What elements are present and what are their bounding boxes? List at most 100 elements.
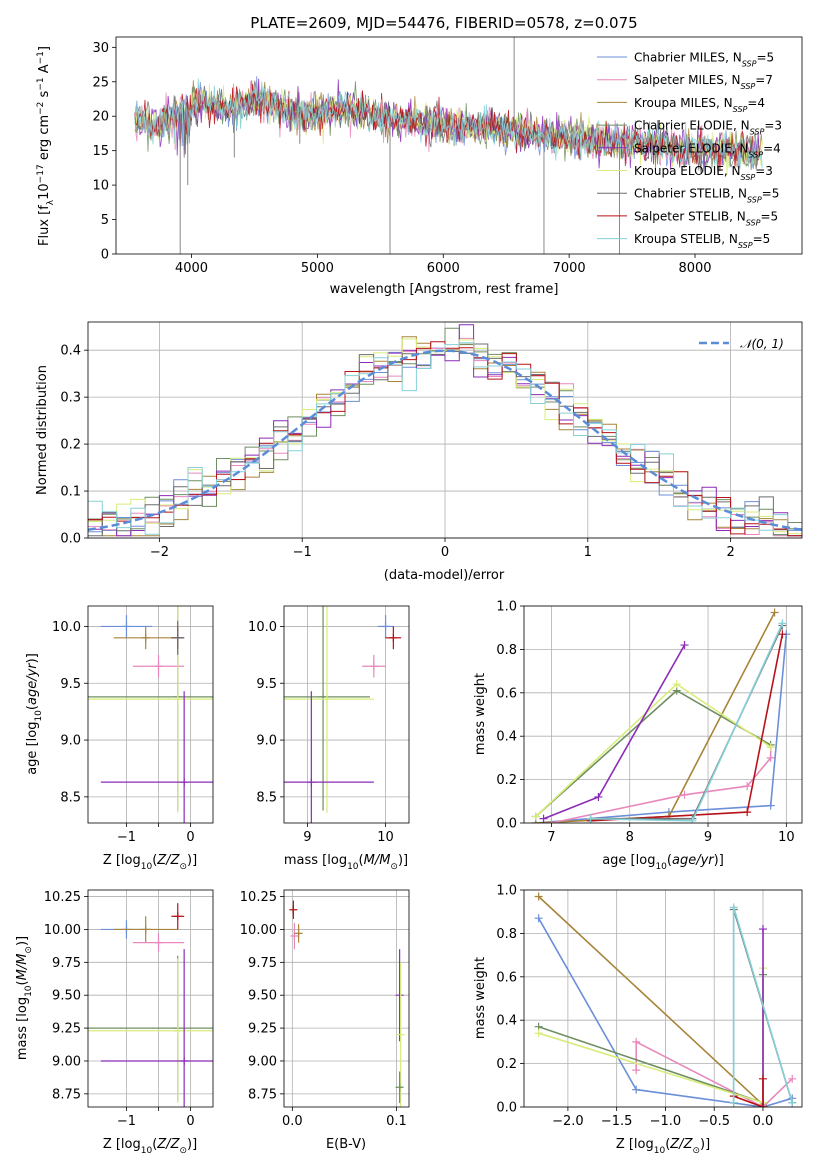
y-tick-label: 0.3 <box>60 391 81 406</box>
y-tick-label: 8.75 <box>52 1087 81 1102</box>
data-point <box>180 1056 189 1065</box>
y-tick-label: 9.0 <box>60 734 81 749</box>
plot-area <box>284 606 402 823</box>
weight-line <box>733 1078 764 1107</box>
x-axis-label: (data-model)/error <box>384 568 505 583</box>
plot-area <box>134 37 763 254</box>
x-tick-label: 10 <box>377 830 394 845</box>
plot-area <box>289 900 405 1107</box>
weight-line <box>590 634 784 822</box>
data-point <box>729 1098 738 1107</box>
x-tick-label: −1.5 <box>601 1114 633 1129</box>
x-axis-label: Z [log10(Z/Z⊙)] <box>103 1137 197 1156</box>
data-point <box>539 814 548 823</box>
y-tick-label: 0.2 <box>60 438 81 453</box>
grid <box>88 890 213 1107</box>
data-point <box>154 662 163 671</box>
y-tick-label: 9.0 <box>256 734 277 749</box>
x-axis-label: wavelength [Angstrom, rest frame] <box>330 282 559 297</box>
y-tick-label: 15 <box>92 144 109 159</box>
x-tick-label: 8000 <box>678 261 711 276</box>
age-Z-axes: −1 0 8.5 9.0 9.5 10.0 <box>52 605 214 845</box>
data-point <box>672 680 681 689</box>
x-tick-label: 0.0 <box>282 1114 303 1129</box>
y-tick-label: 9.75 <box>52 956 81 971</box>
data-point <box>758 1103 767 1107</box>
histogram-series <box>88 343 802 537</box>
grid <box>88 606 213 823</box>
x-tick-label: −2.0 <box>552 1114 584 1129</box>
x-tick-label: 9 <box>303 830 311 845</box>
x-tick-label: 10 <box>778 830 795 845</box>
axes-frame <box>115 36 803 255</box>
x-tick-label: 7000 <box>553 261 586 276</box>
data-point <box>766 801 775 810</box>
data-point <box>395 991 404 1000</box>
x-tick-label: 0 <box>186 830 194 845</box>
y-tick-label: 5 <box>101 213 109 228</box>
x-tick-label: 0.0 <box>753 1114 774 1129</box>
weight-line <box>538 895 764 1106</box>
data-point <box>534 1029 543 1038</box>
y-tick-label: 9.00 <box>52 1054 81 1069</box>
axes-frame <box>283 889 410 1108</box>
data-point <box>290 932 299 941</box>
axes-frame <box>283 605 410 824</box>
data-point <box>389 633 398 642</box>
spectrum-line <box>134 83 761 175</box>
data-point <box>632 1085 641 1094</box>
weight-line <box>538 974 764 1104</box>
y-tick-label: 10.00 <box>44 923 81 938</box>
axes-frame <box>523 889 803 1108</box>
data-point <box>534 892 543 901</box>
data-point <box>758 925 767 934</box>
x-tick-label: 0 <box>441 545 449 560</box>
y-tick-label: 0.2 <box>496 1057 517 1072</box>
data-point <box>173 633 182 642</box>
data-point <box>396 1030 405 1039</box>
y-tick-label: 1.0 <box>496 884 517 899</box>
x-tick-label: 2 <box>726 545 734 560</box>
x-tick-label: 4000 <box>175 261 208 276</box>
gaussian-curve <box>88 349 802 532</box>
data-point <box>594 792 603 801</box>
legend-label: Chabrier ELODIE, NSSP=3 <box>634 119 782 137</box>
plot-area <box>88 903 213 1107</box>
x-tick-label: 6000 <box>427 261 460 276</box>
legend-label: Chabrier MILES, NSSP=5 <box>634 51 774 69</box>
legend-label: Salpeter MILES, NSSP=7 <box>634 73 773 91</box>
y-tick-label: 0.6 <box>496 970 517 985</box>
x-tick-label: 0 <box>186 1114 194 1129</box>
data-point <box>369 662 378 671</box>
plot-area <box>88 606 213 823</box>
data-point <box>766 753 775 762</box>
y-tick-label: 8.5 <box>256 790 277 805</box>
y-axis-label: Normed distribution <box>35 365 50 495</box>
x-tick-label: −1 <box>117 830 136 845</box>
data-point <box>778 619 787 628</box>
x-tick-label: −0.5 <box>698 1114 730 1129</box>
legend-label: Salpeter STELIB, NSSP=5 <box>634 209 778 227</box>
legend: Chabrier MILES, NSSP=5 Salpeter MILES, NS… <box>597 51 782 250</box>
legend-label: 𝒩(0, 1) <box>740 337 784 351</box>
data-point <box>294 929 303 938</box>
data-point <box>766 743 775 752</box>
y-tick-label: 0.4 <box>496 1014 517 1029</box>
data-point <box>122 622 131 631</box>
y-tick-label: 9.50 <box>52 989 81 1004</box>
y-tick-label: 9.50 <box>248 989 277 1004</box>
y-tick-label: 10.25 <box>240 890 277 905</box>
spectrum-line <box>134 78 763 169</box>
x-tick-label: 9 <box>704 830 712 845</box>
y-tick-label: 0.4 <box>60 344 81 359</box>
plot-area <box>531 608 791 823</box>
data-point <box>788 1074 797 1083</box>
y-tick-label: 30 <box>92 41 109 56</box>
data-point <box>743 782 752 791</box>
data-point <box>632 1066 641 1075</box>
data-point <box>770 608 779 617</box>
legend-label: Chabrier STELIB, NSSP=5 <box>634 187 779 205</box>
x-tick-label: −1.0 <box>650 1114 682 1129</box>
data-point <box>729 903 738 912</box>
x-tick-label: 7 <box>547 830 555 845</box>
